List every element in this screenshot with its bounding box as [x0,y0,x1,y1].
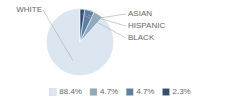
slice-label: BLACK [128,33,155,42]
legend-swatch [126,89,133,96]
legend-label: 4.7% [136,87,154,96]
slice-label: ASIAN [128,9,152,18]
legend-swatch [162,89,169,96]
pie [47,9,113,75]
leader-line [96,14,126,19]
legend-swatch [90,89,97,96]
pie-outline [47,9,113,75]
legend-swatch [49,89,56,96]
leader-line [43,10,73,60]
chart: WHITE ASIAN HISPANIC BLACK 88.4% 4.7% 4.7% 2.3% [0,0,240,100]
slice-label: HISPANIC [128,21,165,30]
legend-label: 4.7% [100,87,118,96]
leader-line [82,14,126,38]
legend-label: 88.4% [59,87,82,96]
pie-slice [47,9,113,75]
legend: 88.4% 4.7% 4.7% 2.3% [49,87,190,96]
legend-label: 2.3% [172,87,190,96]
slice-label: WHITE [16,5,42,14]
